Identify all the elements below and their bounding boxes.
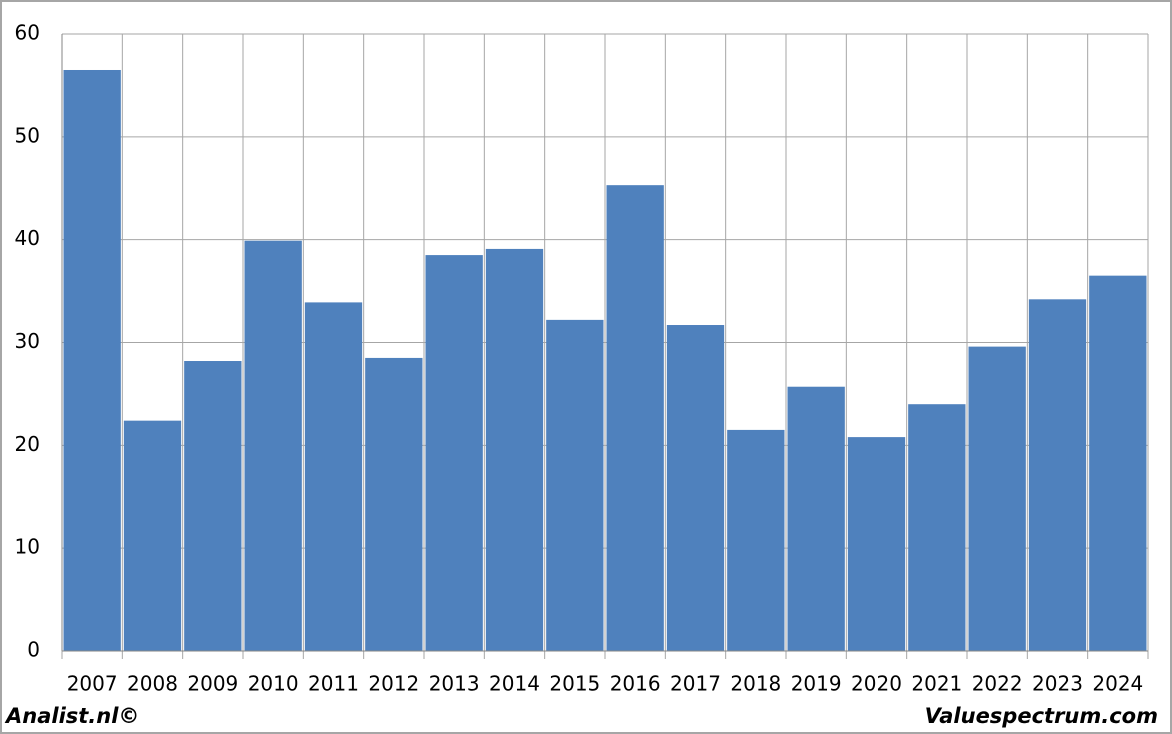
bar — [606, 185, 664, 652]
x-tick-label: 2020 — [851, 672, 902, 696]
y-tick-label: 30 — [15, 329, 40, 353]
x-tick-label: 2014 — [489, 672, 540, 696]
bar — [184, 361, 242, 651]
bar — [787, 386, 845, 651]
bar — [244, 240, 302, 651]
x-tick-label: 2007 — [67, 672, 118, 696]
x-tick-label: 2016 — [610, 672, 661, 696]
bar — [63, 69, 121, 651]
x-tick-label: 2023 — [1032, 672, 1083, 696]
x-tick-label: 2017 — [670, 672, 721, 696]
bar — [847, 437, 906, 651]
bar — [968, 346, 1026, 651]
bar — [1089, 275, 1147, 651]
x-tick-label: 2011 — [308, 672, 359, 696]
bar — [304, 302, 363, 651]
y-tick-label: 20 — [15, 432, 40, 456]
x-tick-label: 2022 — [972, 672, 1023, 696]
y-tick-label: 10 — [15, 535, 40, 559]
y-tick-label: 0 — [27, 638, 40, 662]
bar — [123, 420, 182, 651]
source-left: Analist.nl© — [4, 704, 139, 728]
bar — [425, 255, 483, 651]
source-right: Valuespectrum.com — [925, 704, 1158, 728]
bar — [727, 429, 785, 651]
x-tick-label: 2019 — [791, 672, 842, 696]
bar — [908, 404, 966, 651]
x-tick-label: 2024 — [1092, 672, 1143, 696]
y-tick-label: 50 — [15, 123, 40, 147]
x-tick-label: 2008 — [127, 672, 178, 696]
y-tick-label: 60 — [15, 21, 40, 45]
bar — [546, 319, 604, 651]
x-tick-label: 2018 — [730, 672, 781, 696]
bar — [365, 357, 423, 651]
x-tick-label: 2015 — [549, 672, 600, 696]
x-tick-label: 2012 — [368, 672, 419, 696]
x-tick-label: 2010 — [248, 672, 299, 696]
x-tick-label: 2013 — [429, 672, 480, 696]
bar — [666, 325, 725, 651]
bar — [485, 248, 544, 651]
x-tick-label: 2021 — [911, 672, 962, 696]
y-tick-label: 40 — [15, 226, 40, 250]
x-tick-label: 2009 — [187, 672, 238, 696]
bar — [1028, 299, 1087, 651]
